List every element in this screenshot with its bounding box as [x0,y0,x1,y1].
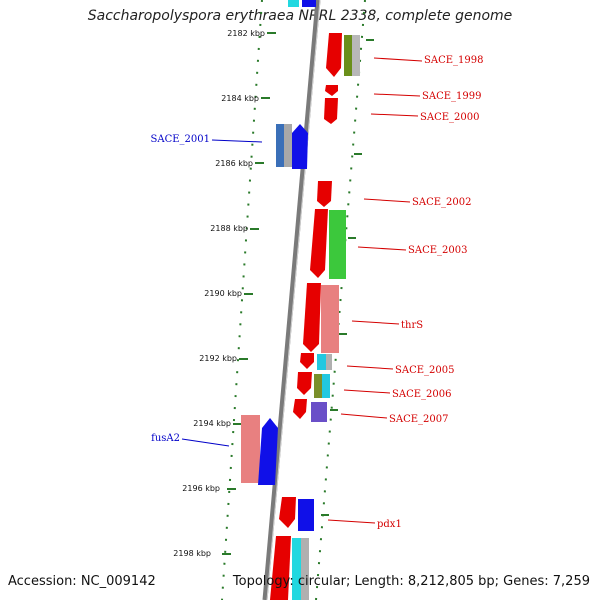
tick-label: 2192 kbp [199,354,237,363]
gene-arrow-sace-2007 [293,399,307,419]
gene-label-fusa2: fusA2 [151,433,180,444]
gene-block-green [329,210,346,279]
accession-text: Accession: NC_009142 [8,574,156,589]
right-guide-line [315,0,366,600]
label-leader-lines [181,57,423,524]
gene-label-sace-2005: SACE_2005 [395,365,454,376]
tick-label: 2190 kbp [204,289,242,298]
gene-block-steelblue [276,124,284,167]
gene-block-top-blue [302,0,316,7]
gene-arrow-sace-1999 [325,85,338,96]
gene-label-sace-2003: SACE_2003 [408,245,467,256]
gene-arrow-sace-2005 [300,353,314,369]
topology-text: Topology: circular; Length: 8,212,805 bp… [232,574,590,589]
tick-label: 2186 kbp [215,159,253,168]
gene-block-salmon [241,415,260,483]
gene-block-olive [344,35,352,76]
gene-block-olive [314,374,322,398]
gene-label-sace-1998: SACE_1998 [424,55,483,66]
left-guide-line [221,0,263,600]
genome-title: Saccharopolyspora erythraea NRRL 2338, c… [87,8,513,24]
gene-arrow-bottom [270,536,291,600]
gene-block-cyan [317,354,326,370]
gene-arrow-thrs [303,283,321,352]
gene-label-sace-1999: SACE_1999 [422,91,481,102]
genome-backbone [262,0,321,600]
gene-block-blue [298,499,314,531]
gene-arrow-sace-2002 [317,181,332,207]
gene-block-cyan [292,538,301,600]
tick-label: 2198 kbp [173,549,211,558]
tick-label: 2194 kbp [193,419,231,428]
tick-label: 2184 kbp [221,94,259,103]
gene-label-sace-2002: SACE_2002 [412,197,471,208]
gene-block-purple [311,402,327,422]
gene-label-sace-2006: SACE_2006 [392,389,451,400]
gene-block-grey [352,35,360,76]
gene-label-sace-2007: SACE_2007 [389,414,448,425]
gene-arrow-fusa2 [258,418,278,485]
gene-arrow-pdx1 [279,497,296,528]
backbone-highlight [266,0,321,600]
gene-label-pdx1: pdx1 [377,519,402,530]
tick-label: 2182 kbp [227,29,265,38]
gene-arrow-sace-2000 [324,98,338,124]
gene-arrow-sace-2006 [297,372,312,395]
gene-block-grey [326,354,332,370]
gene-block-top-cyan [288,0,299,7]
gene-block-grey [284,124,292,167]
tick-label: 2188 kbp [210,224,248,233]
tick-label: 2196 kbp [182,484,220,493]
gene-block-salmon [321,285,339,353]
tick-marks [222,32,374,555]
gene-arrow-sace-2003 [310,209,328,278]
gene-label-sace-2000: SACE_2000 [420,112,479,123]
gene-block-grey [301,538,309,600]
gene-label-sace-2001: SACE_2001 [151,134,210,145]
gene-arrow-sace-1998 [326,33,342,77]
gene-label-thrs: thrS [401,320,423,331]
gene-arrow-sace-2001 [292,124,308,169]
gene-block-cyan [322,374,330,398]
